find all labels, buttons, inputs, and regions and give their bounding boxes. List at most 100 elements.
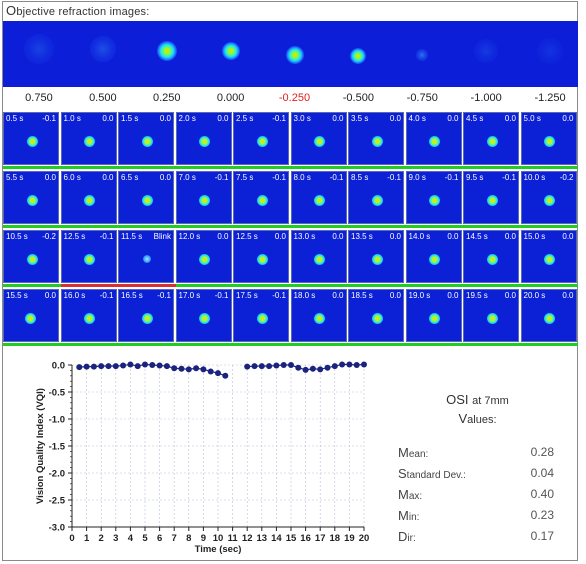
x-tick-label: 10 [213, 533, 224, 544]
timed-image-cell[interactable]: 9.0 s -0.1 [405, 171, 462, 224]
timed-image-cell[interactable]: 16.0 s -0.1 [60, 289, 117, 342]
cell-spot [544, 135, 555, 147]
timed-image-cell[interactable]: 20.0 s 0.0 [520, 289, 577, 342]
stat-value: 0.17 [530, 529, 554, 543]
stat-row: Min: 0.23 [398, 508, 568, 528]
cell-time-label: 20.0 s [523, 291, 546, 300]
cell-spot [26, 135, 38, 147]
y-tick-label: -2.5 [49, 496, 66, 507]
data-point [258, 363, 265, 370]
cell-spot [486, 135, 498, 147]
timed-image-cell[interactable]: 2.5 s -0.1 [233, 112, 289, 165]
timed-image-cell[interactable]: 14.0 s 0.0 [405, 230, 462, 283]
cell-spot [256, 312, 268, 324]
x-tick-label: 1 [84, 533, 90, 544]
timed-image-cell[interactable]: 8.0 s -0.1 [290, 171, 347, 224]
cell-time-label: 5.0 s [523, 114, 541, 123]
cell-time-label: 16.5 s [121, 291, 143, 300]
refraction-spot [474, 39, 499, 63]
cell-time-label: 13.5 s [351, 232, 373, 241]
x-tick-label: 6 [157, 533, 162, 544]
timed-image-cell[interactable]: 17.0 s -0.1 [175, 289, 232, 342]
x-tick-label: 17 [315, 533, 326, 544]
timed-image-cell[interactable]: 5.5 s 0.0 [3, 171, 59, 224]
cell-status-bar [175, 166, 233, 169]
stat-label: Standard Dev.: [398, 466, 466, 481]
data-point [83, 363, 90, 370]
data-point [244, 363, 251, 370]
timed-image-cell[interactable]: 6.0 s 0.0 [60, 171, 117, 224]
cell-status-bar [233, 225, 291, 228]
cell-value-label: -0.1 [329, 173, 344, 182]
cell-status-bar [3, 284, 61, 287]
timed-image-cell[interactable]: 7.5 s -0.1 [233, 171, 289, 224]
cell-time-label: 4.5 s [466, 114, 484, 123]
data-point [207, 368, 214, 375]
cell-time-label: 13.0 s [293, 232, 316, 241]
timed-image-cell[interactable]: 13.0 s 0.0 [290, 230, 347, 283]
cell-time-label: 19.0 s [408, 291, 431, 300]
data-point [200, 366, 207, 373]
timed-image-cell[interactable]: 8.5 s -0.1 [348, 171, 404, 224]
cell-spot [544, 253, 555, 265]
cell-time-label: 12.0 s [178, 232, 201, 241]
cell-value-label: -0.1 [157, 291, 171, 300]
cell-value-label: -0.1 [42, 114, 56, 123]
timed-image-cell[interactable]: 0.5 s -0.1 [3, 112, 59, 165]
timed-image-cell[interactable]: 4.0 s 0.0 [405, 112, 462, 165]
timed-image-cell[interactable]: 13.5 s 0.0 [348, 230, 404, 283]
timed-image-cell[interactable]: 19.5 s 0.0 [463, 289, 519, 342]
timed-image-cell[interactable]: 6.5 s 0.0 [118, 171, 174, 224]
x-tick-label: 11 [228, 533, 239, 544]
timed-image-cell[interactable]: 12.5 s 0.0 [233, 230, 289, 283]
stat-row: Mean: 0.28 [398, 445, 568, 465]
timed-image-cell[interactable]: 3.0 s 0.0 [290, 112, 347, 165]
timed-image-cell[interactable]: 5.0 s 0.0 [520, 112, 577, 165]
cell-spot [429, 135, 440, 147]
cell-spot [371, 135, 383, 147]
data-point [90, 363, 97, 370]
cell-value-label: 0.0 [389, 232, 401, 241]
timed-image-cell[interactable]: 18.0 s 0.0 [290, 289, 347, 342]
data-point [353, 362, 360, 368]
timed-image-cell[interactable]: 12.0 s 0.0 [175, 230, 232, 283]
x-axis-label: Time (sec) [195, 544, 242, 555]
timed-image-cell[interactable]: 1.0 s 0.0 [60, 112, 117, 165]
timed-image-cell[interactable]: 15.0 s 0.0 [520, 230, 577, 283]
x-tick-label: 18 [330, 533, 341, 544]
stat-label: Min: [398, 508, 420, 523]
timed-image-cell[interactable]: 15.5 s 0.0 [3, 289, 59, 342]
cell-status-bar [290, 284, 348, 287]
cell-spot [429, 312, 440, 324]
x-tick-label: 14 [271, 533, 282, 544]
cell-value-label: 0.0 [389, 291, 401, 300]
data-point [222, 372, 229, 379]
timed-image-cell[interactable]: 1.5 s 0.0 [118, 112, 174, 165]
cell-value-label: 0.0 [447, 291, 459, 300]
cell-time-label: 4.0 s [408, 114, 426, 123]
timed-image-cell[interactable]: 10.5 s -0.2 [3, 230, 59, 283]
timed-image-cell[interactable]: 11.5 s Blink [118, 230, 174, 283]
timed-image-cell[interactable]: 10.0 s -0.2 [520, 171, 577, 224]
cell-status-bar [290, 343, 348, 346]
refraction-spot [23, 34, 54, 64]
timed-image-cell[interactable]: 7.0 s -0.1 [175, 171, 232, 224]
data-point [178, 365, 185, 372]
timed-image-cell[interactable]: 12.5 s -0.1 [60, 230, 117, 283]
timed-image-cell[interactable]: 2.0 s 0.0 [175, 112, 232, 165]
refraction-spot [416, 49, 429, 61]
timed-image-cell[interactable]: 16.5 s -0.1 [118, 289, 174, 342]
timed-image-cell[interactable]: 18.5 s 0.0 [348, 289, 404, 342]
x-tick-label: 19 [344, 533, 355, 544]
x-tick-label: 4 [128, 533, 134, 544]
timed-image-cell[interactable]: 3.5 s 0.0 [348, 112, 404, 165]
refraction-spot [156, 41, 177, 61]
timed-image-cell[interactable]: 9.5 s -0.1 [463, 171, 519, 224]
cell-status-bar [175, 284, 233, 287]
timed-image-cell[interactable]: 14.5 s 0.0 [463, 230, 519, 283]
cell-status-bar [405, 343, 463, 346]
timed-image-cell[interactable]: 19.0 s 0.0 [405, 289, 462, 342]
stat-row: Standard Dev.: 0.04 [398, 466, 568, 486]
timed-image-cell[interactable]: 17.5 s -0.1 [233, 289, 289, 342]
timed-image-cell[interactable]: 4.5 s 0.0 [463, 112, 519, 165]
